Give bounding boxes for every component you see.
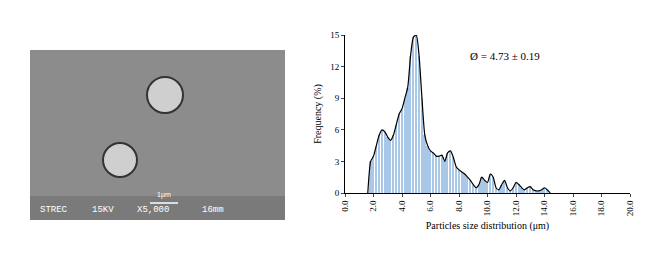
svg-text:14.0: 14.0 bbox=[539, 200, 549, 216]
svg-text:STREC: STREC bbox=[40, 205, 68, 215]
svg-text:9: 9 bbox=[335, 93, 340, 103]
svg-text:8.0: 8.0 bbox=[454, 200, 464, 212]
svg-text:6: 6 bbox=[335, 125, 340, 135]
svg-text:3: 3 bbox=[335, 157, 340, 167]
svg-text:12.0: 12.0 bbox=[511, 200, 521, 216]
svg-text:Particles size distribution (μ: Particles size distribution (μm) bbox=[426, 220, 549, 232]
svg-text:10.0: 10.0 bbox=[482, 200, 492, 216]
svg-text:18.0: 18.0 bbox=[596, 200, 606, 216]
svg-text:2.0: 2.0 bbox=[368, 200, 378, 212]
svg-text:16mm: 16mm bbox=[202, 205, 224, 215]
svg-text:12: 12 bbox=[330, 62, 339, 72]
svg-text:15: 15 bbox=[330, 30, 340, 40]
svg-text:X5,000: X5,000 bbox=[137, 205, 169, 215]
svg-text:20.0: 20.0 bbox=[625, 200, 635, 216]
svg-text:0: 0 bbox=[335, 188, 340, 198]
svg-text:0.0: 0.0 bbox=[340, 200, 350, 212]
svg-text:15KV: 15KV bbox=[92, 205, 114, 215]
svg-text:Ø = 4.73 ± 0.19: Ø = 4.73 ± 0.19 bbox=[470, 50, 540, 62]
svg-text:6.0: 6.0 bbox=[425, 200, 435, 212]
svg-text:1μm: 1μm bbox=[157, 191, 171, 199]
svg-text:4.0: 4.0 bbox=[397, 200, 407, 212]
svg-text:16.0: 16.0 bbox=[568, 200, 578, 216]
svg-text:Frequency (%): Frequency (%) bbox=[312, 84, 324, 144]
